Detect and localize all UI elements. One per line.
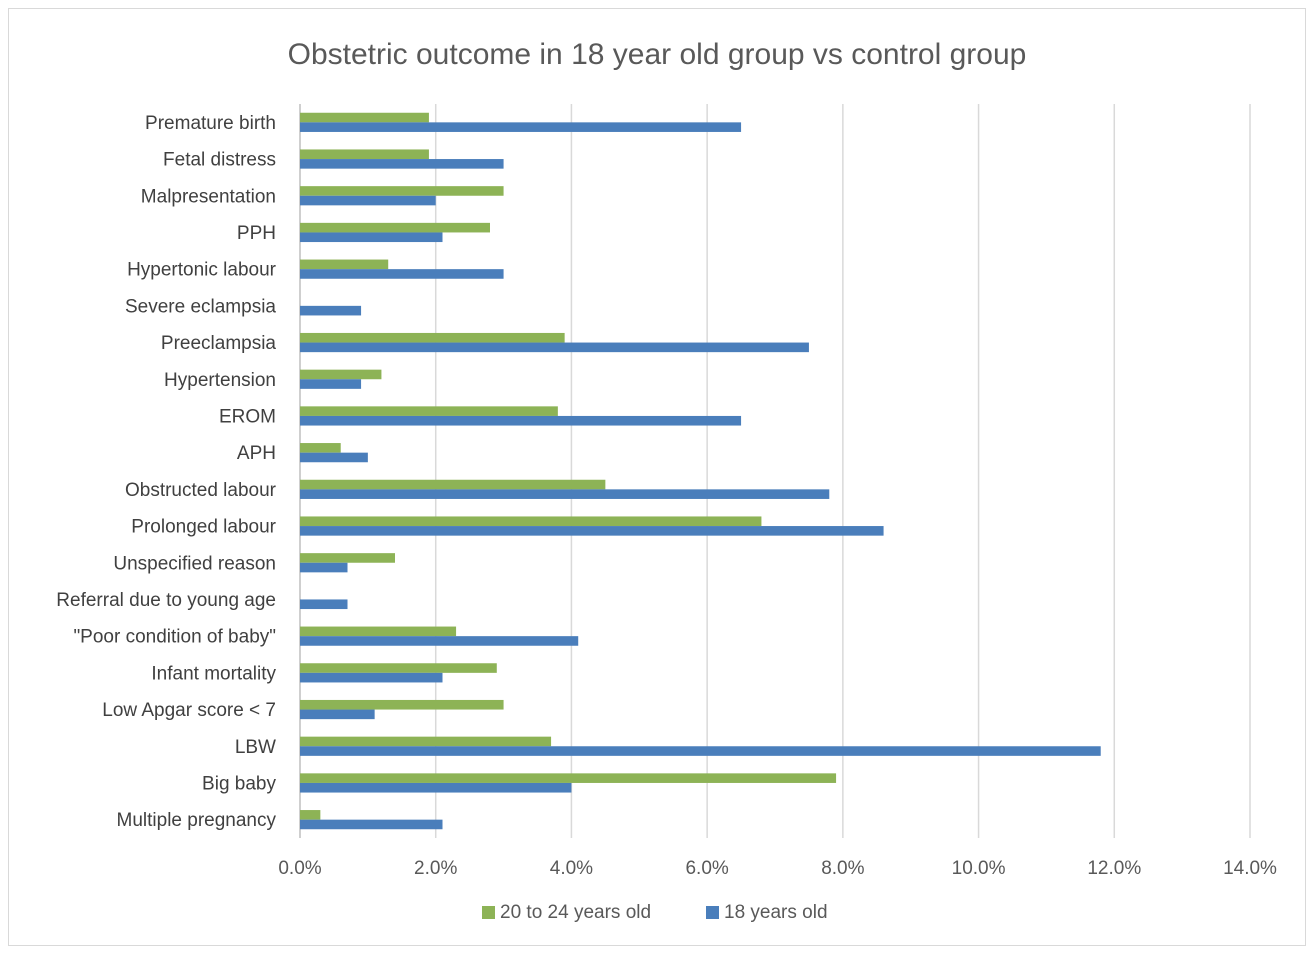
category-label: LBW [235, 737, 276, 758]
bar [300, 736, 552, 747]
legend-label: 20 to 24 years old [500, 902, 651, 923]
x-tick-label: 14.0% [1223, 858, 1277, 879]
bar [300, 443, 341, 453]
bar [300, 663, 497, 673]
bar [300, 746, 1101, 756]
x-tick-label: 0.0% [278, 858, 321, 879]
bar [300, 709, 375, 720]
category-label: Referral due to young age [56, 590, 276, 611]
category-labels: Premature birth Fetal distress Malpresenta… [56, 113, 276, 831]
bar [300, 699, 504, 710]
bar [300, 626, 457, 637]
x-tick-label: 10.0% [952, 858, 1006, 879]
bar [300, 415, 742, 426]
x-tick-label: 12.0% [1087, 858, 1141, 879]
legend-swatch [482, 906, 495, 919]
category-label: APH [237, 443, 276, 464]
category-label: Prolonged labour [131, 517, 276, 538]
category-label: Severe eclampsia [125, 296, 276, 317]
category-label: Obstructed labour [125, 480, 277, 501]
legend: 20 to 24 years old 18 years old [482, 902, 828, 923]
bar [300, 222, 490, 233]
gridlines [299, 104, 1251, 838]
x-tick-label: 8.0% [821, 858, 864, 879]
category-label: PPH [237, 223, 276, 244]
category-label: Hypertonic labour [127, 260, 277, 281]
bar [300, 305, 362, 316]
legend-label: 18 years old [724, 902, 828, 923]
bar [300, 149, 429, 160]
legend-swatch [706, 906, 719, 919]
bar [300, 810, 321, 820]
chart-title: Obstetric outcome in 18 year old group v… [288, 38, 1027, 71]
bar [300, 526, 884, 536]
bar [300, 819, 443, 830]
category-label: Preeclampsia [161, 333, 277, 354]
category-label: "Poor condition of baby" [73, 627, 276, 648]
category-label: Malpresentation [141, 186, 276, 207]
bar [300, 112, 429, 123]
bar [300, 122, 742, 132]
x-axis-tick-labels: 0.0% 2.0% 4.0% 6.0% 8.0% 10.0% 12.0% 14.0% [278, 858, 1277, 879]
bar [300, 259, 389, 270]
bar [300, 773, 837, 783]
category-label: Hypertension [164, 370, 276, 391]
x-tick-label: 2.0% [414, 858, 457, 879]
bar [300, 369, 382, 380]
bar [300, 342, 809, 353]
category-label: Fetal distress [163, 150, 276, 171]
bar [300, 186, 504, 196]
bar [300, 452, 368, 463]
bar [300, 516, 762, 527]
bar [300, 489, 830, 499]
category-label: EROM [219, 406, 276, 427]
bar [300, 406, 558, 416]
bar [300, 195, 436, 206]
bar [300, 562, 348, 573]
bar [300, 159, 504, 169]
category-label: Low Apgar score < 7 [102, 700, 276, 721]
bar [300, 636, 579, 646]
bar [300, 232, 443, 243]
bar [300, 479, 606, 490]
bar [300, 332, 565, 343]
category-label: Infant mortality [151, 663, 276, 684]
bar [300, 553, 395, 563]
bar [300, 599, 348, 610]
bar [300, 379, 362, 389]
x-tick-label: 6.0% [685, 858, 728, 879]
category-label: Multiple pregnancy [117, 810, 277, 831]
category-label: Big baby [202, 773, 276, 794]
x-tick-label: 4.0% [550, 858, 593, 879]
chart-frame [8, 8, 1306, 946]
bar [300, 672, 443, 683]
category-label: Premature birth [145, 113, 276, 134]
bar [300, 269, 504, 279]
bar [300, 782, 572, 793]
category-label: Unspecified reason [113, 553, 276, 574]
bars [300, 112, 1101, 830]
